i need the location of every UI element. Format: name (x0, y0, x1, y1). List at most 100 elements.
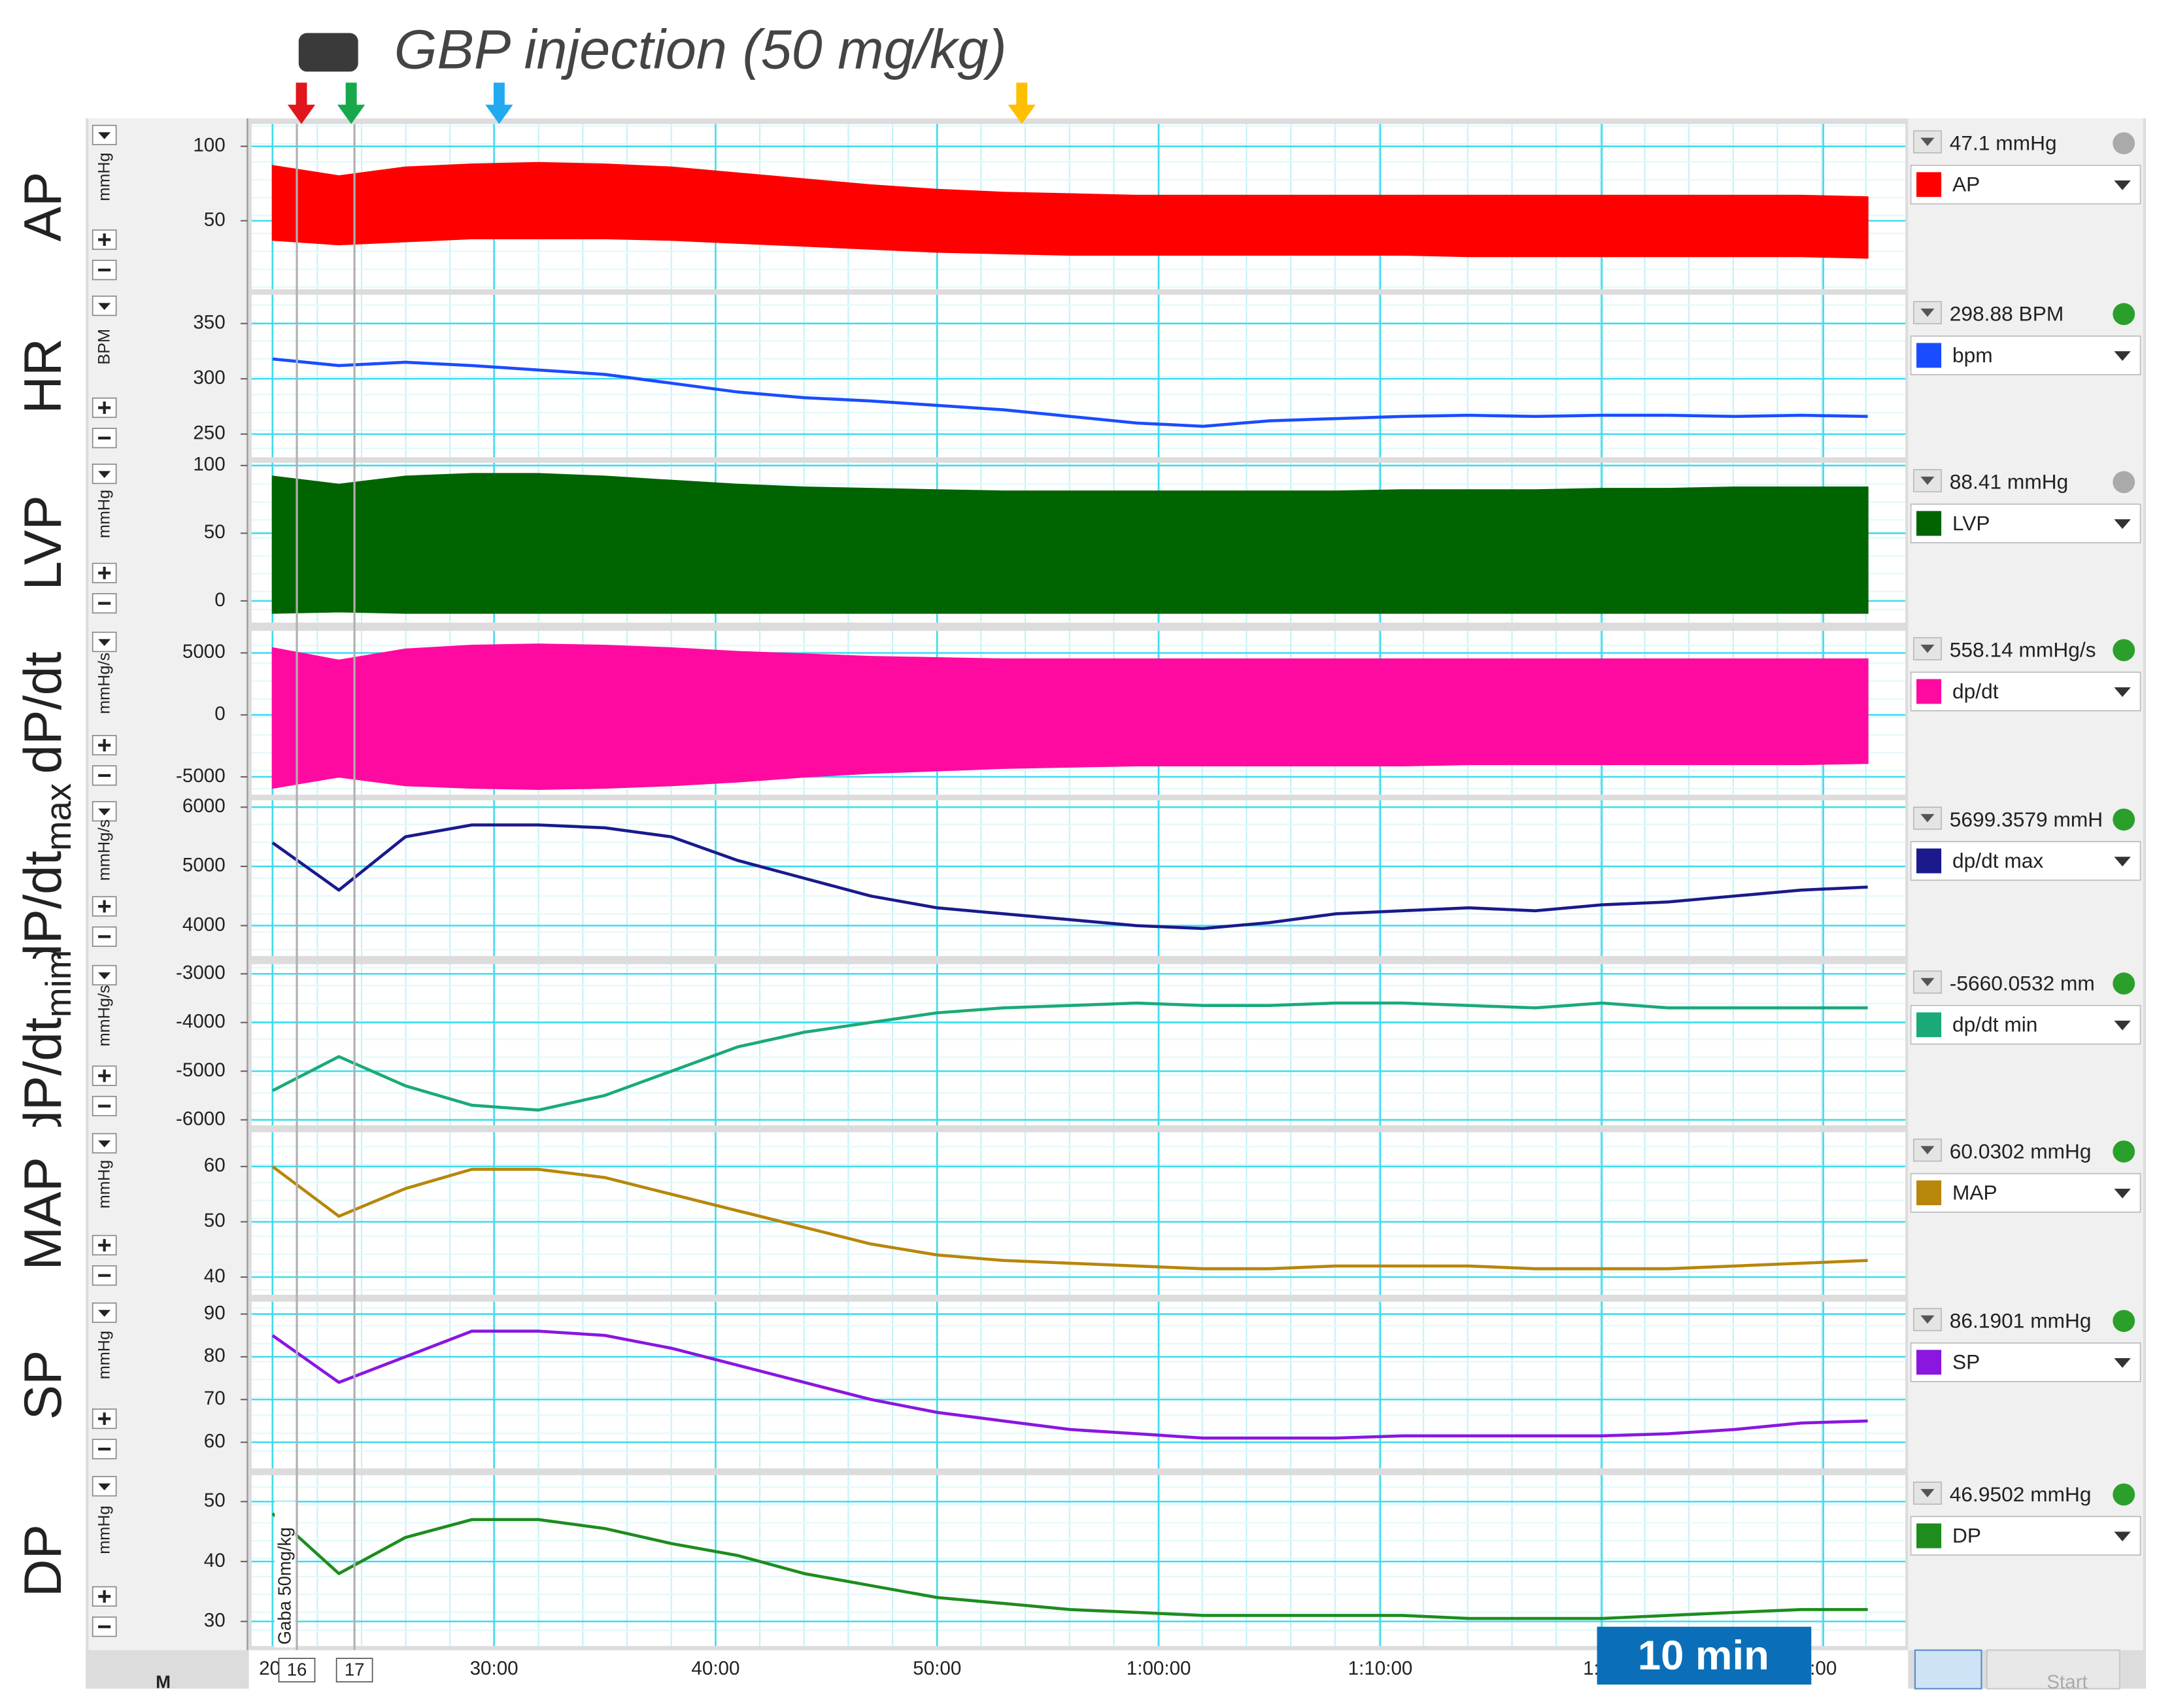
readout-clip: 88.41 mmHg (1950, 470, 2068, 494)
readout-menu-icon (1920, 476, 1935, 485)
channel-select[interactable] (1910, 1004, 2141, 1045)
collapse-icon (98, 639, 111, 646)
channel: MAP mmHg 40 50 60 60.0302 mmHg MAP (0, 1127, 2143, 1301)
channel-swatch (1916, 848, 1942, 874)
zoom-in-icon (98, 900, 111, 913)
trace (271, 1329, 1868, 1440)
select-arrow (2114, 1020, 2131, 1031)
readout-value: 5699.3579 mmH (1950, 808, 2103, 831)
channel-select[interactable] (1910, 1516, 2141, 1556)
readout-clip: 298.88 BPM (1950, 302, 2064, 326)
channel: dP/dtmax mmHg/s 4000 5000 6000 5699.3579 mmH d… (0, 783, 2143, 973)
readout-value: 558.14 mmHg/s (1950, 638, 2096, 662)
start-button[interactable] (1986, 1649, 2120, 1690)
select-arrow (2114, 1188, 2131, 1199)
info-icon[interactable] (2113, 1483, 2135, 1506)
minor-grid (251, 1301, 1906, 1469)
scale-bar (1597, 1626, 1812, 1685)
trace (271, 823, 1868, 931)
y-tick-label: 50 (204, 1210, 226, 1231)
readout-menu-icon (1920, 978, 1935, 987)
channel-label: dP/dtmax (13, 783, 78, 973)
readout-clip: 47.1 mmHg (1950, 131, 2057, 155)
channel-name: dp/dt min (1952, 1013, 2037, 1036)
unit-label: mmHg (95, 1505, 113, 1554)
channel-name: LVP (1952, 511, 1990, 535)
readout-panel (1908, 289, 2143, 462)
info-icon[interactable] (2113, 132, 2135, 154)
channel-label-main: SP (13, 1350, 72, 1420)
control-button[interactable] (92, 124, 117, 146)
channel-select[interactable] (1910, 841, 2141, 881)
readout-menu-icon (1920, 137, 1935, 146)
scale-bar-label: 10 min (1638, 1633, 1769, 1679)
label-bg (0, 289, 86, 463)
channel: dP/dtmim mmHg/s -6000 -5000 -4000 -3000 -5660.… (0, 950, 2143, 1140)
event-label: 16 (287, 1659, 307, 1679)
readout-value: 47.1 mmHg (1950, 131, 2057, 155)
channel-label: SP (13, 1350, 72, 1420)
select-arrow (2114, 857, 2131, 866)
icon-button[interactable] (1914, 1649, 1982, 1690)
channel-label-main: DP (13, 1524, 72, 1597)
readout-menu[interactable] (1913, 1138, 1942, 1162)
readout-menu-icon (1920, 308, 1935, 317)
channel-name: dp/dt (1952, 679, 1999, 703)
unit-label: mmHg/s (95, 985, 113, 1046)
channel-swatch (1916, 1350, 1942, 1375)
annotation-title: GBP injection (50 mg/kg) (394, 19, 1007, 80)
channel: SP mmHg 60 70 80 90 86.1901 mmHg SP (0, 1296, 2143, 1474)
y-tick-label: 40 (204, 1265, 226, 1287)
readout-clip: 46.9502 mmHg (1950, 1482, 2092, 1506)
channel-select[interactable] (1910, 164, 2141, 205)
readout-clip: 86.1901 mmHg (1950, 1309, 2092, 1333)
y-tick-label: 50 (204, 1490, 226, 1511)
unit-label: BPM (95, 329, 113, 365)
info-icon[interactable] (2113, 639, 2135, 662)
channel-name: dp/dt max (1952, 849, 2043, 872)
channel-select[interactable] (1910, 335, 2141, 375)
info-icon[interactable] (2113, 808, 2135, 831)
info-icon[interactable] (2113, 471, 2135, 494)
select-arrow (2114, 1531, 2131, 1542)
collapse-icon (98, 808, 111, 816)
y-tick-label: 0 (214, 589, 225, 611)
y-tick-label: 350 (193, 312, 225, 333)
channel-select[interactable] (1910, 504, 2141, 543)
collapse-icon (98, 1140, 111, 1148)
y-tick-label: 70 (204, 1388, 226, 1409)
arrows (287, 82, 1036, 124)
unit-label: mmHg (95, 490, 113, 538)
x-tick-label: :00 (1810, 1658, 1837, 1679)
zoom-in-icon (98, 401, 111, 414)
label-bg (0, 1127, 86, 1301)
channel-label: HR (13, 338, 72, 414)
trace (271, 1001, 1868, 1112)
channel-select[interactable] (1910, 1172, 2141, 1213)
y-tick-label: 50 (204, 521, 226, 543)
unit-label: mmHg (95, 1160, 113, 1208)
channel-label: DP (13, 1524, 72, 1597)
channel-label-main: MAP (13, 1157, 72, 1270)
label-bg (0, 959, 86, 1131)
readout-panel (1908, 1296, 2143, 1473)
readout-value: 86.1901 mmHg (1950, 1309, 2092, 1333)
info-icon[interactable] (2113, 1140, 2135, 1163)
info-icon[interactable] (2113, 1310, 2135, 1332)
collapse-icon (98, 303, 111, 310)
trace-band (271, 473, 1869, 614)
control-button[interactable] (92, 260, 117, 281)
channel-name: bpm (1952, 343, 1993, 367)
channel-select[interactable] (1910, 672, 2141, 711)
info-icon[interactable] (2113, 972, 2135, 995)
y-tick-label: 250 (193, 422, 225, 444)
channel-label-main: AP (13, 172, 72, 242)
channel-swatch (1916, 1523, 1942, 1548)
channel-select[interactable] (1910, 1342, 2141, 1382)
y-tick-label: 90 (204, 1302, 226, 1324)
start-label: Start (2047, 1671, 2087, 1693)
info-icon[interactable] (2113, 303, 2135, 326)
y-tick-label: 60 (204, 1155, 226, 1176)
